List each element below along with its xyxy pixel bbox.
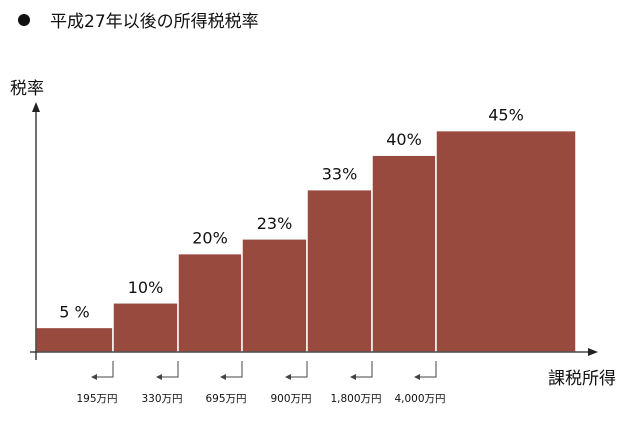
threshold-arrowhead-icon bbox=[285, 374, 291, 380]
y-axis-label: 税率 bbox=[10, 79, 44, 99]
bullet-dot-icon bbox=[18, 14, 30, 26]
bar-23pct bbox=[241, 238, 308, 353]
x-axis-label: 課税所得 bbox=[548, 369, 616, 389]
chart-title-text: 平成27年以後の所得税税率 bbox=[50, 12, 259, 32]
bar-value-label: 5 % bbox=[59, 302, 89, 321]
threshold-label: 195万円 bbox=[76, 393, 117, 405]
threshold-label: 695万円 bbox=[205, 393, 246, 405]
bar-10pct bbox=[112, 302, 179, 353]
threshold-arrow-icon bbox=[225, 361, 243, 378]
threshold-arrowhead-icon bbox=[414, 374, 420, 380]
threshold-arrowhead-icon bbox=[91, 374, 97, 380]
bar-20pct bbox=[177, 252, 243, 353]
threshold-label: 1,800万円 bbox=[330, 393, 381, 405]
threshold-arrow-icon bbox=[290, 361, 308, 378]
bar-value-label: 40% bbox=[386, 130, 422, 149]
x-axis-arrow-icon bbox=[588, 348, 598, 356]
bar-value-label: 20% bbox=[192, 229, 228, 248]
bar-value-label: 23% bbox=[257, 214, 293, 233]
threshold-label: 4,000万円 bbox=[394, 393, 445, 405]
bar-40pct bbox=[371, 154, 437, 353]
threshold-markers-layer: 195万円 330万円 695万円 900万円 1,800万円 4,000万円 bbox=[76, 361, 446, 405]
bar-value-label: 45% bbox=[488, 106, 524, 125]
axes-layer: 税率 課税所得 bbox=[10, 79, 616, 389]
y-axis-arrow-icon bbox=[32, 102, 40, 112]
threshold-arrow-icon bbox=[355, 361, 373, 378]
bar-45pct bbox=[435, 129, 577, 353]
threshold-arrow-icon bbox=[419, 361, 437, 378]
value-labels-layer: 5 % 10% 20% 23% 33% 40% 45% bbox=[59, 106, 524, 322]
threshold-arrow-icon bbox=[161, 361, 179, 378]
threshold-arrowhead-icon bbox=[220, 374, 226, 380]
threshold-arrow-icon bbox=[96, 361, 114, 378]
threshold-label: 330万円 bbox=[141, 393, 182, 405]
threshold-arrowhead-icon bbox=[350, 374, 356, 380]
threshold-label: 900万円 bbox=[270, 393, 311, 405]
bar-33pct bbox=[306, 188, 373, 353]
bar-value-label: 10% bbox=[128, 278, 164, 297]
bar-value-label: 33% bbox=[322, 165, 358, 184]
chart-title: 平成27年以後の所得税税率 bbox=[18, 8, 259, 36]
bar-5pct bbox=[35, 326, 114, 353]
threshold-arrowhead-icon bbox=[156, 374, 162, 380]
bars-layer bbox=[35, 129, 577, 353]
